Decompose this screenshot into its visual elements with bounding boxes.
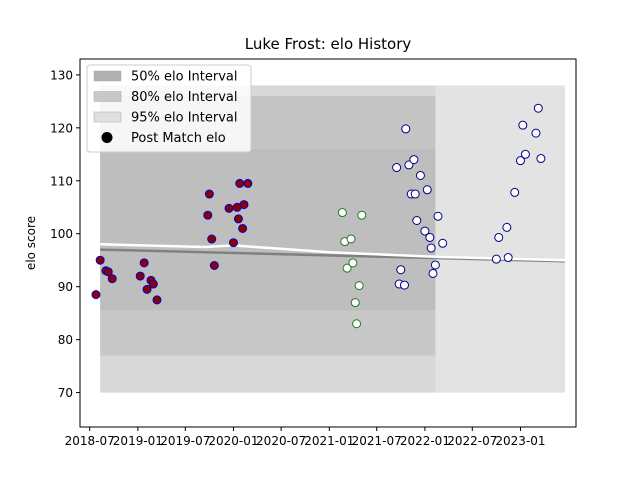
data-point (401, 124, 411, 134)
legend-swatch (93, 70, 122, 82)
x-tick-label: 2019-01 (113, 434, 163, 448)
data-point (531, 128, 541, 138)
legend-box (86, 64, 252, 153)
legend-swatch (93, 111, 122, 123)
data-point (235, 178, 245, 188)
data-point (107, 274, 117, 284)
y-axis-label: elo score (24, 216, 38, 270)
data-point (357, 210, 367, 220)
y-tick-label: 70 (58, 386, 73, 400)
data-point (148, 279, 158, 289)
x-tick-label: 2020-01 (208, 434, 258, 448)
data-point (346, 234, 356, 244)
data-point (503, 253, 513, 263)
data-point (95, 255, 105, 265)
x-tick-label: 2020-07 (256, 434, 306, 448)
x-tick-label: 2019-07 (160, 434, 210, 448)
data-point (243, 178, 253, 188)
data-point (342, 263, 352, 273)
y-tick-label: 90 (58, 280, 73, 294)
data-point (139, 258, 149, 268)
x-tick-label: 2023-01 (495, 434, 545, 448)
y-tick-label: 100 (50, 227, 73, 241)
data-point (412, 215, 422, 225)
data-point (515, 156, 525, 166)
data-point (142, 284, 152, 294)
data-point (350, 298, 360, 308)
data-point (428, 268, 438, 278)
data-point (426, 243, 436, 253)
data-point (348, 258, 358, 268)
data-point (420, 226, 430, 236)
data-point (396, 265, 406, 275)
data-point (502, 222, 512, 232)
data-point (518, 120, 528, 130)
data-point (430, 260, 440, 270)
plot-area (91, 85, 566, 393)
data-point (203, 210, 213, 220)
legend-marker (101, 132, 113, 143)
data-point (238, 223, 248, 233)
data-point (533, 103, 543, 113)
data-point (228, 238, 238, 248)
data-point (433, 211, 443, 221)
data-point (510, 187, 520, 197)
plot-content (91, 85, 566, 393)
x-tick-label: 2022-07 (447, 434, 497, 448)
legend-swatch (93, 91, 122, 102)
x-tick-label: 2018-07 (65, 434, 115, 448)
y-tick-label: 110 (50, 174, 73, 188)
data-point (91, 290, 101, 300)
data-point (520, 149, 530, 159)
data-point (207, 234, 217, 244)
x-tick-label: 2022-01 (400, 434, 450, 448)
axes: 7080901001101201302018-072019-012019-072… (50, 58, 577, 448)
chart-title: Luke Frost: elo History (245, 35, 412, 53)
x-tick-label: 2021-07 (352, 434, 402, 448)
axes-frame (79, 58, 577, 428)
data-point (422, 185, 432, 195)
data-point (354, 281, 364, 291)
data-point (425, 232, 435, 242)
data-point (233, 214, 243, 224)
data-point (409, 155, 419, 165)
data-point (152, 295, 162, 305)
legend-label: 50% elo Interval (131, 70, 238, 85)
legend-label: 95% elo Interval (131, 111, 238, 126)
y-tick-label: 130 (50, 68, 73, 82)
data-point (224, 203, 234, 213)
data-point (352, 319, 362, 329)
data-point (415, 170, 425, 180)
data-point (410, 189, 420, 199)
data-point (392, 163, 402, 173)
data-point (239, 200, 249, 210)
data-point (135, 271, 145, 281)
data-point (536, 154, 546, 164)
legend-label: 80% elo Interval (131, 90, 238, 105)
data-point (438, 238, 448, 248)
data-point (209, 261, 219, 271)
data-point (494, 232, 504, 242)
legend-label: Post Match elo (131, 131, 226, 146)
data-point (399, 280, 409, 290)
legend: 50% elo Interval 80% elo Interval 95% elo … (86, 64, 252, 153)
data-point (491, 254, 501, 264)
y-tick-label: 120 (50, 121, 73, 135)
x-tick-label: 2021-01 (304, 434, 354, 448)
trend-line-running (100, 243, 566, 262)
data-point (103, 267, 113, 277)
data-point (204, 189, 214, 199)
data-point (337, 208, 347, 218)
y-tick-label: 80 (58, 333, 73, 347)
